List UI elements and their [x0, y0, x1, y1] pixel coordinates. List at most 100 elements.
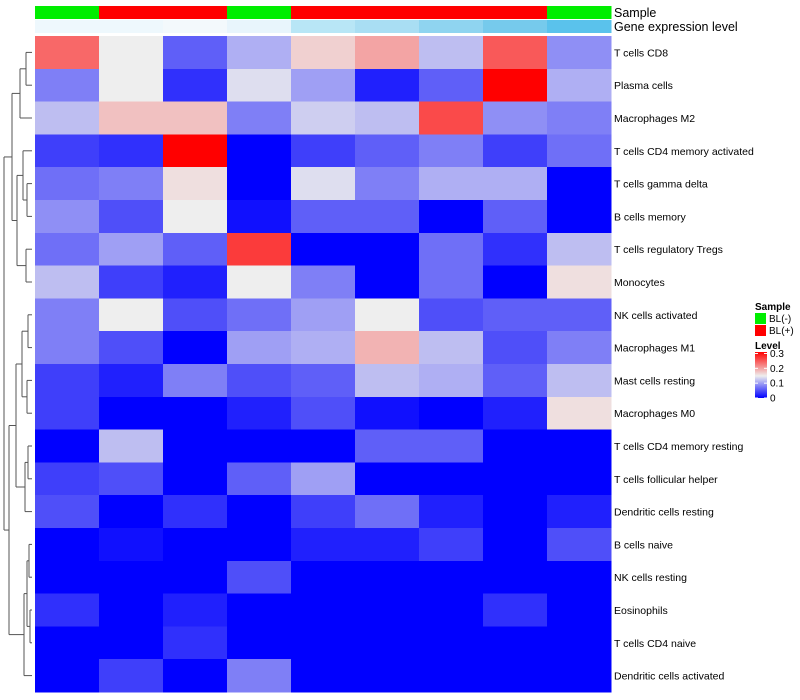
heatmap-cell — [163, 167, 228, 201]
heatmap-cell — [99, 659, 164, 693]
expression-track-cell — [227, 20, 292, 33]
heatmap-cell — [291, 68, 356, 103]
heatmap-cell — [35, 495, 100, 529]
heatmap-cell — [419, 331, 484, 365]
heatmap-cell — [99, 462, 164, 496]
heatmap-cell — [35, 36, 100, 70]
sample-track-cell — [35, 6, 100, 19]
heatmap-cell — [355, 396, 420, 431]
heatmap-cell — [99, 528, 164, 562]
heatmap-cell — [35, 167, 100, 201]
heatmap-cell — [355, 659, 420, 693]
heatmap-cell — [547, 101, 612, 135]
heatmap-cell — [35, 659, 100, 693]
heatmap-cell — [227, 364, 292, 398]
heatmap-cell — [163, 626, 228, 660]
heatmap-cell — [483, 167, 548, 201]
row-label: NK cells resting — [614, 572, 687, 584]
heatmap-cell — [355, 101, 420, 135]
row-label: Dendritic cells activated — [614, 671, 724, 683]
legend-sample-label: BL(-) — [769, 314, 791, 325]
heatmap-cell — [355, 232, 420, 267]
heatmap-cell — [291, 101, 356, 135]
expression-track-cell — [419, 20, 484, 33]
heatmap-cell — [483, 298, 548, 332]
heatmap-cell — [227, 626, 292, 660]
heatmap-cell — [547, 429, 612, 463]
heatmap-cell — [35, 429, 100, 463]
heatmap-cell — [547, 265, 612, 299]
heatmap-cell — [99, 134, 164, 168]
heatmap-cell — [355, 626, 420, 660]
heatmap-cell — [35, 331, 100, 365]
heatmap-cell — [419, 101, 484, 135]
heatmap-cell — [227, 265, 292, 299]
heatmap-cell — [163, 364, 228, 398]
heatmap-cell — [35, 200, 100, 234]
heatmap-cell — [547, 626, 612, 660]
sample-track-cell — [483, 6, 548, 19]
heatmap-cell — [483, 593, 548, 627]
sample-track-cell — [99, 6, 164, 19]
heatmap-cell — [99, 200, 164, 234]
heatmap-cell — [355, 429, 420, 463]
heatmap-cell — [419, 495, 484, 529]
heatmap-cell — [355, 593, 420, 627]
row-label: T cells CD8 — [614, 47, 668, 59]
legend-level-label: 0 — [770, 394, 776, 405]
heatmap-cell — [291, 429, 356, 463]
heatmap-cell — [99, 232, 164, 267]
heatmap-cell — [291, 36, 356, 70]
sample-annotation-track — [35, 6, 612, 19]
row-label: B cells naive — [614, 539, 673, 551]
legend-level-title: Level — [755, 341, 781, 352]
heatmap-cell — [547, 36, 612, 70]
heatmap-cell — [547, 659, 612, 693]
heatmap-cell — [483, 68, 548, 103]
heatmap-cell — [483, 528, 548, 562]
row-label: T cells CD4 memory activated — [614, 146, 754, 158]
heatmap-cell — [355, 68, 420, 103]
heatmap-cell — [163, 68, 228, 103]
legend-sample-swatch — [755, 313, 766, 324]
expression-track-cell — [99, 20, 164, 33]
row-label: T cells gamma delta — [614, 179, 708, 191]
heatmap-cell — [547, 298, 612, 332]
heatmap-cell — [35, 265, 100, 299]
legend-sample-entries: BL(-)BL(+) — [755, 313, 794, 337]
heatmap-cell — [227, 528, 292, 562]
heatmap-cell — [355, 528, 420, 562]
heatmap-cell — [163, 429, 228, 463]
heatmap-cell — [291, 167, 356, 201]
heatmap-cell — [291, 593, 356, 627]
heatmap-cell — [419, 364, 484, 398]
legend-color-bar — [755, 352, 767, 398]
row-label: Eosinophils — [614, 605, 668, 617]
legend-level-label: 0.2 — [770, 364, 784, 375]
sample-track-cell — [163, 6, 228, 19]
expression-track-cell — [547, 20, 612, 33]
legend-sample-label: BL(+) — [769, 326, 794, 337]
heatmap-cell — [419, 396, 484, 431]
heatmap-cell — [483, 495, 548, 529]
sample-track-cell — [227, 6, 292, 19]
heatmap-cell — [227, 200, 292, 234]
heatmap-cell — [99, 68, 164, 103]
sample-track-cell — [355, 6, 420, 19]
expression-annotation-track — [35, 20, 612, 33]
heatmap-cell — [419, 134, 484, 168]
heatmap-cell — [35, 593, 100, 627]
heatmap-cell — [163, 495, 228, 529]
heatmap-cell — [419, 200, 484, 234]
legend-level-label: 0.3 — [770, 349, 784, 360]
heatmap-cell — [163, 462, 228, 496]
row-label: Macrophages M1 — [614, 343, 695, 355]
heatmap-cell — [355, 495, 420, 529]
expression-track-cell — [35, 20, 100, 33]
heatmap-cell — [99, 101, 164, 135]
heatmap-cell — [227, 593, 292, 627]
sample-track-cell — [419, 6, 484, 19]
heatmap-cell — [547, 593, 612, 627]
heatmap-cell — [227, 396, 292, 431]
heatmap-cell — [291, 134, 356, 168]
